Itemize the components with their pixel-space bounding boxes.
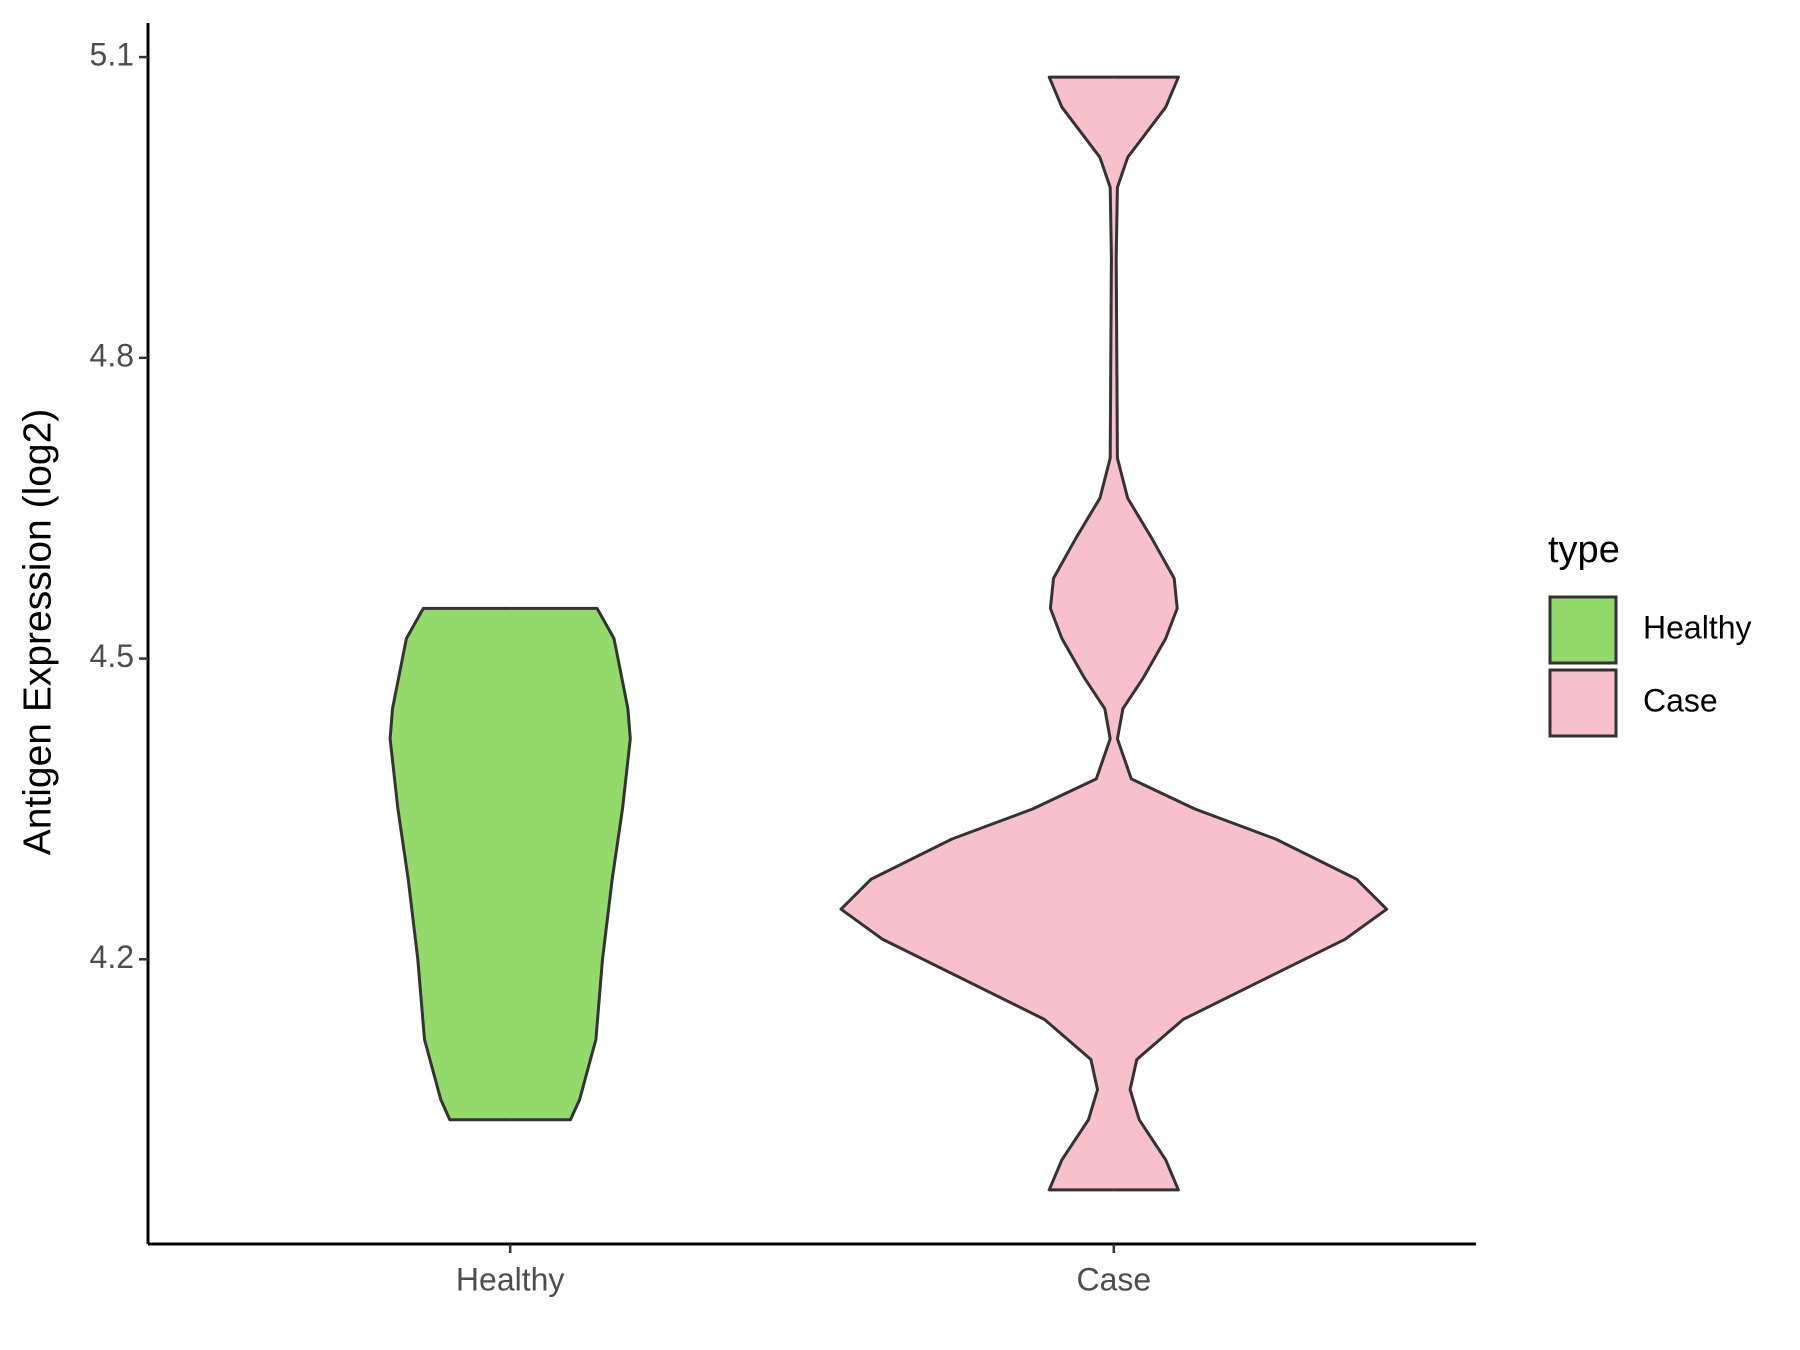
violin-outline	[510, 606, 632, 1122]
x-tick-label: Case	[1076, 1261, 1151, 1297]
violin-outline	[388, 606, 511, 1122]
violin-outline	[839, 75, 1114, 1192]
y-tick-label: 4.8	[90, 337, 134, 373]
legend-key	[1548, 595, 1618, 665]
violin-fill	[389, 607, 511, 1121]
y-tick-label: 5.1	[90, 37, 134, 73]
violin-fill	[840, 76, 1115, 1191]
legend-label: Healthy	[1643, 609, 1752, 645]
y-tick-label: 4.2	[90, 939, 134, 975]
x-tick-label: Healthy	[456, 1261, 565, 1297]
y-axis-title: Antigen Expression (log2)	[16, 409, 59, 856]
legend-label: Case	[1643, 682, 1718, 718]
y-tick-label: 4.5	[90, 638, 134, 674]
legend-key	[1548, 668, 1618, 738]
violin-outline	[1113, 75, 1389, 1192]
violin-fill	[1113, 76, 1388, 1191]
legend-title: type	[1548, 529, 1620, 571]
violin-fill	[509, 607, 631, 1121]
